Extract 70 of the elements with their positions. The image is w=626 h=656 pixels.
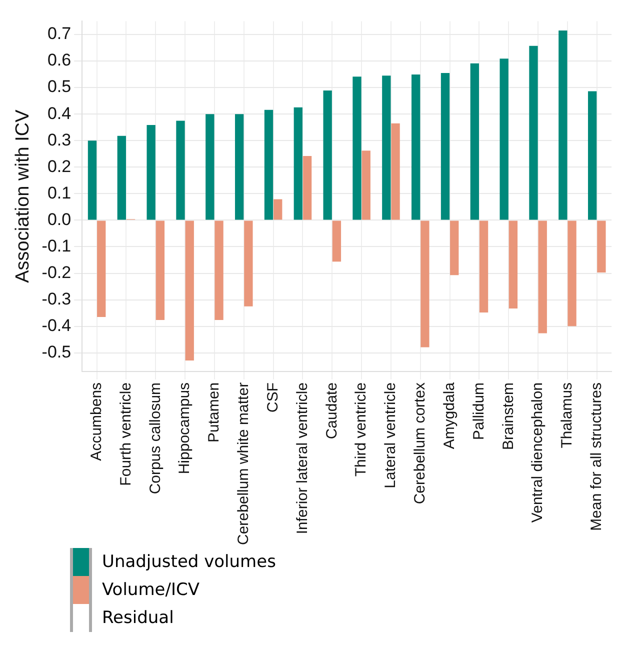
bar (362, 150, 370, 220)
bar (302, 156, 312, 220)
x-tick-label: CSF (264, 382, 282, 412)
legend-label: Unadjusted volumes (102, 552, 276, 572)
bar (411, 74, 420, 220)
bar (529, 46, 538, 220)
y-tick-label: 0.0 (47, 210, 72, 229)
bar (176, 120, 185, 220)
bar (558, 30, 568, 220)
y-tick-label: -0.3 (42, 289, 72, 308)
x-tick-label: Lateral ventricle (382, 382, 400, 488)
x-tick-label: Corpus callosum (146, 382, 164, 494)
bar (588, 91, 597, 220)
x-tick-label: Brainstem (500, 382, 517, 450)
x-tick-label: Ventral diencephalon (529, 382, 546, 523)
x-tick-label: Inferior lateral ventricle (294, 382, 311, 534)
bar (500, 58, 508, 220)
bar (185, 220, 194, 361)
bar (440, 72, 450, 220)
bar (156, 220, 165, 320)
bar (323, 90, 332, 220)
legend-label: Volume/ICV (102, 580, 200, 600)
bar (508, 220, 518, 309)
y-tick-label: -0.4 (42, 316, 72, 336)
bar (117, 136, 126, 220)
bar (332, 220, 342, 262)
y-tick-label: 0.1 (47, 183, 72, 202)
x-tick-label: Putamen (206, 382, 223, 442)
x-tick-label: Hippocampus (176, 382, 194, 474)
x-tick-label: Pallidum (470, 382, 488, 440)
bar (294, 107, 302, 220)
y-tick-label: 0.5 (47, 77, 72, 96)
bar (391, 123, 400, 220)
bar (88, 140, 97, 220)
bar (382, 76, 391, 220)
bar (470, 63, 479, 220)
x-tick-label: Thalamus (558, 382, 576, 448)
y-tick-label: 0.4 (47, 104, 72, 123)
bar (538, 220, 547, 334)
bar (597, 220, 606, 272)
x-tick-label: Mean for all structures (588, 382, 606, 531)
x-tick-label: Caudate (323, 382, 340, 440)
bar (244, 220, 253, 306)
bar (97, 220, 106, 318)
y-tick-label: 0.6 (47, 50, 72, 70)
bar (214, 220, 224, 320)
y-axis-title: Association with ICV (12, 109, 34, 283)
bar (206, 114, 214, 220)
y-tick-label: 0.7 (47, 24, 72, 44)
x-tick-label: Cerebellum white matter (235, 382, 252, 545)
legend-label: Residual (102, 608, 174, 628)
y-tick-label: -0.1 (42, 236, 72, 256)
x-tick-label: Cerebellum cortex (412, 382, 429, 504)
x-tick-label: Fourth ventricle (117, 382, 134, 486)
bar (234, 114, 244, 220)
bar (568, 220, 576, 326)
y-tick-label: -0.2 (42, 262, 72, 282)
bar (352, 76, 362, 220)
bar (450, 220, 459, 276)
bar (146, 124, 156, 220)
x-tick-label: Third ventricle (352, 382, 370, 477)
bar (479, 220, 488, 313)
bar (274, 199, 282, 220)
y-tick-label: -0.5 (42, 342, 72, 362)
bar (264, 110, 274, 220)
bar (420, 220, 430, 348)
x-tick-label: Accumbens (88, 382, 105, 461)
x-tick-label: Amygdala (440, 382, 458, 450)
y-tick-label: 0.3 (47, 130, 72, 150)
y-tick-label: 0.2 (47, 156, 72, 176)
